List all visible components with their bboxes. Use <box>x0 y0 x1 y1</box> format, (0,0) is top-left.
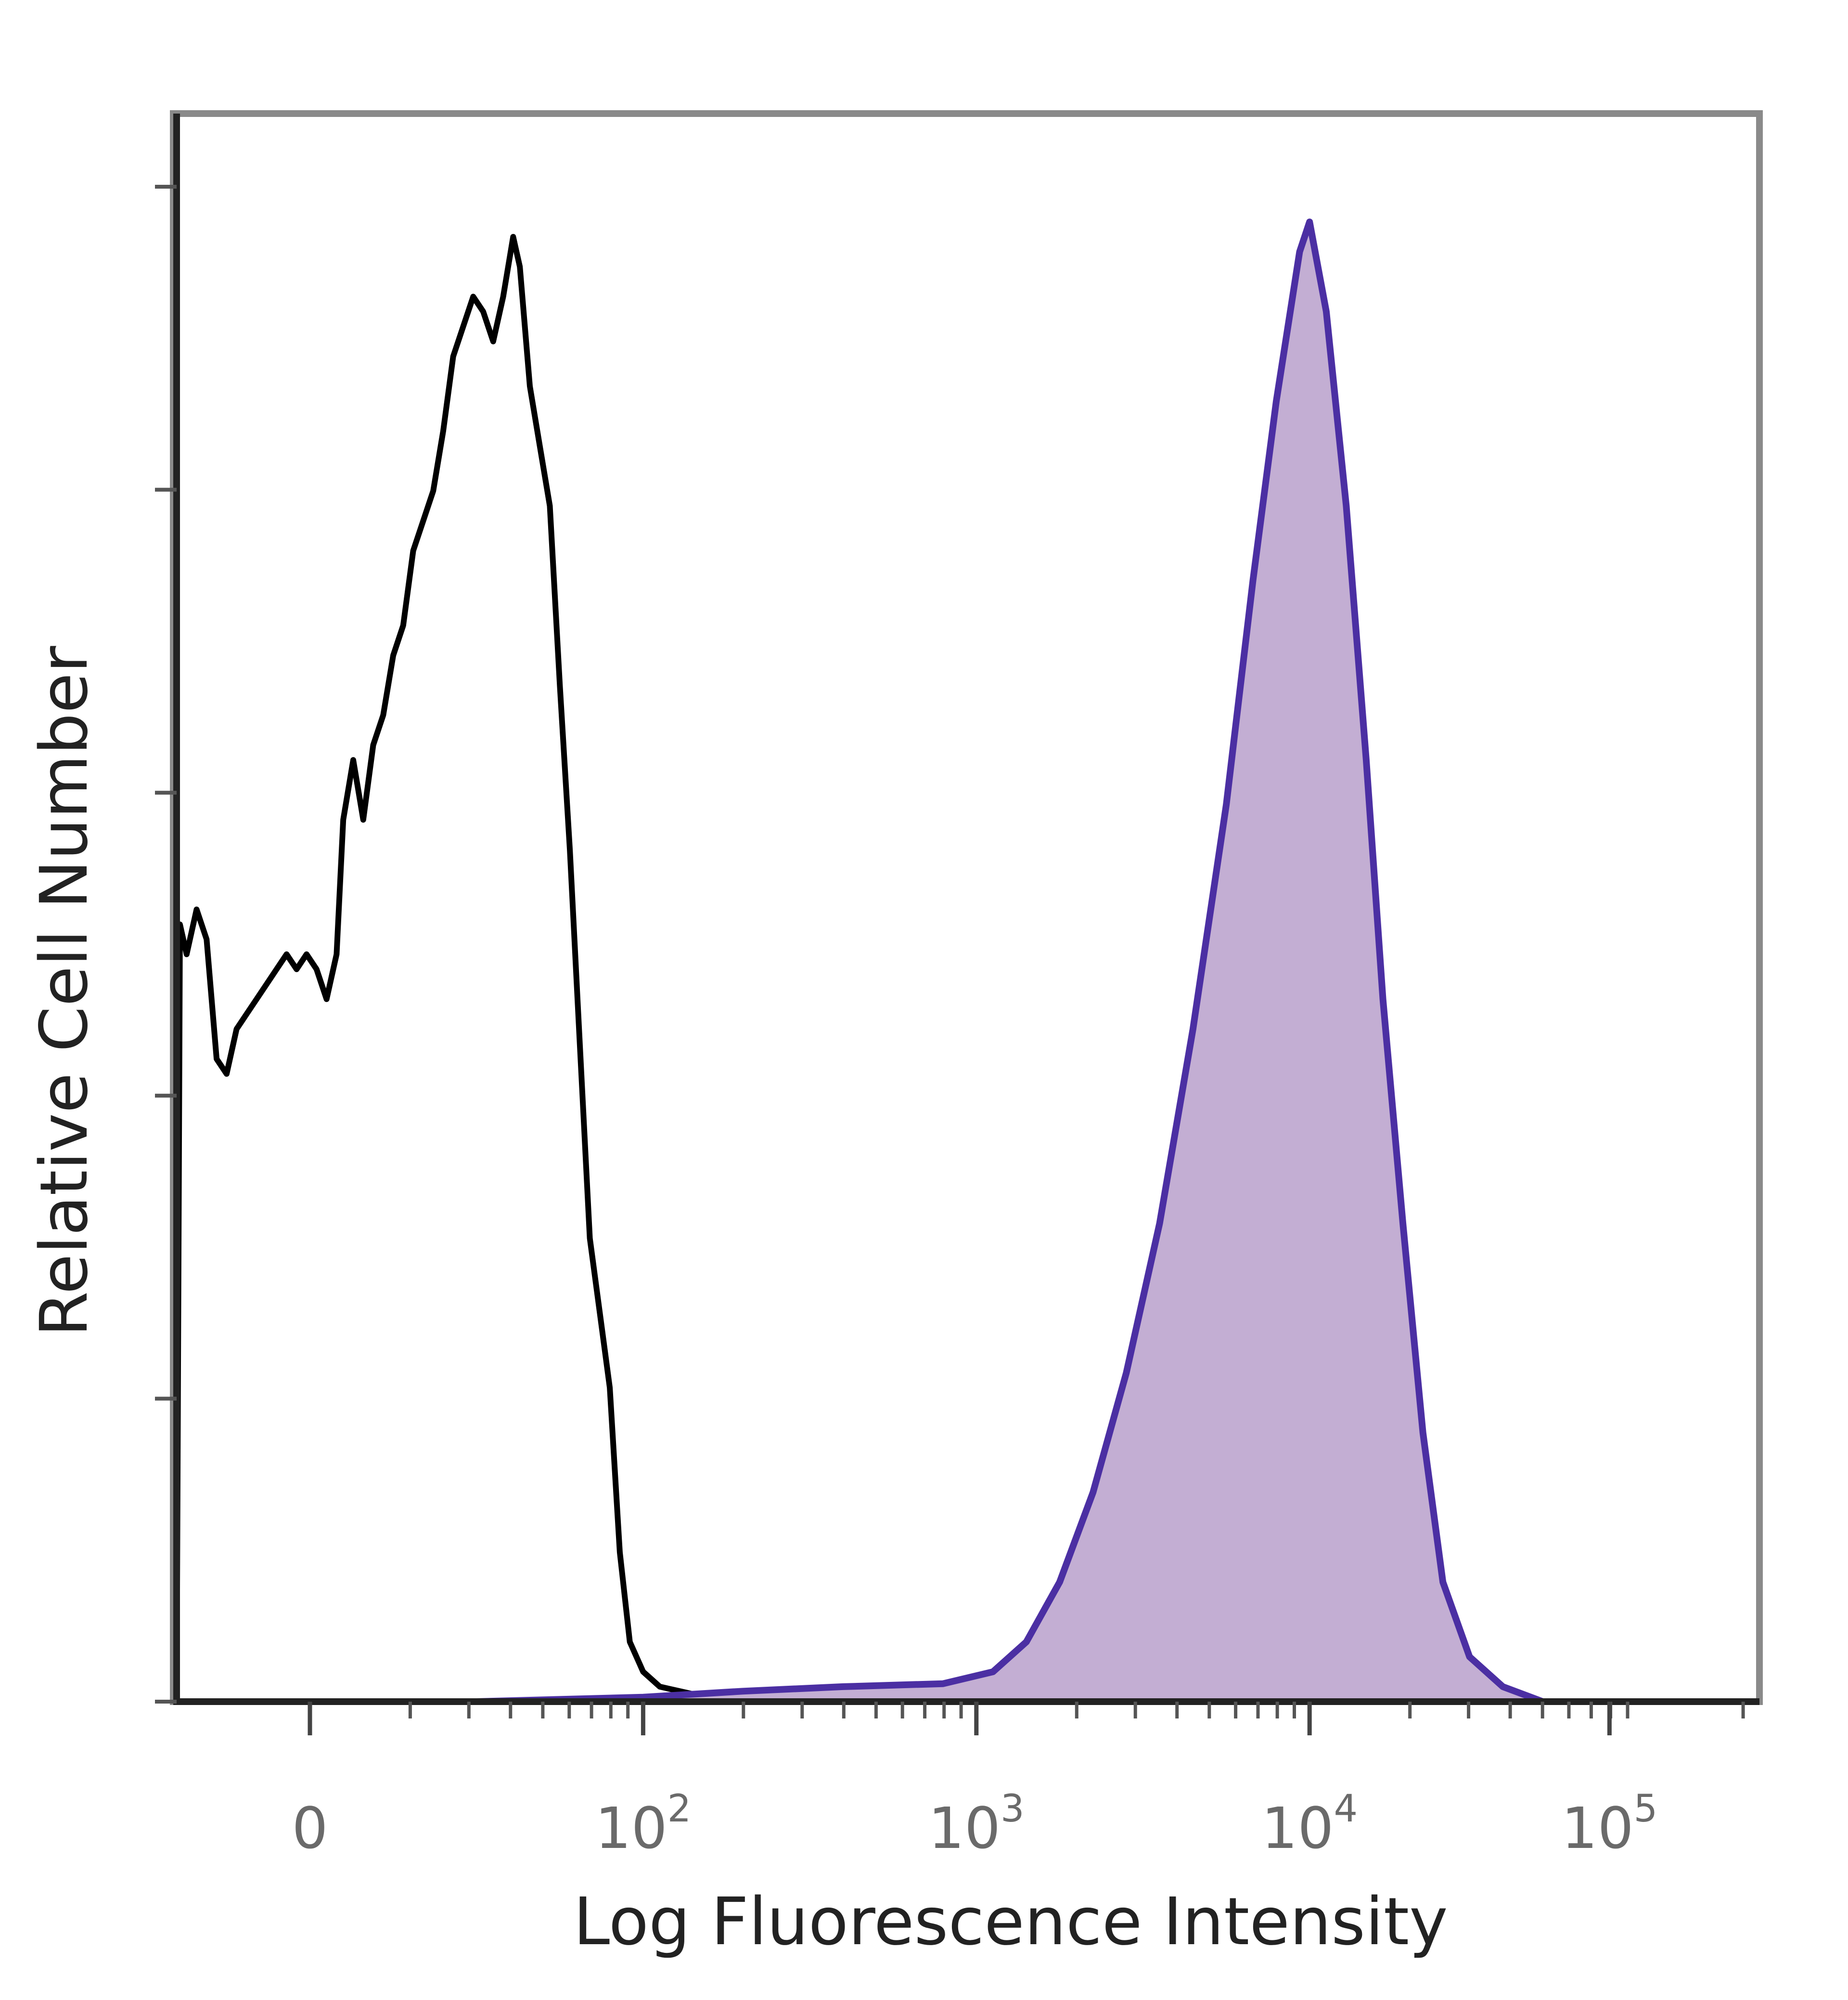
stained-histogram-fill <box>177 222 1759 1702</box>
stained-histogram-line <box>177 218 1759 1705</box>
x-tick-label: 104 <box>1261 1787 1358 1861</box>
x-tick-label: 105 <box>1562 1787 1658 1861</box>
x-tick-label: 103 <box>928 1787 1025 1861</box>
x-tick-label: 102 <box>595 1787 692 1861</box>
x-ticks <box>308 1702 1745 1735</box>
x-tick-labels: 0 102 103 104 105 <box>292 1787 1657 1861</box>
x-axis-title: Log Fluorescence Intensity <box>573 1884 1448 1960</box>
series-layer <box>174 218 1759 1705</box>
x-tick-label: 0 <box>292 1795 328 1861</box>
isotype-control-line <box>174 234 1759 1705</box>
y-ticks <box>155 185 177 1704</box>
y-axis-title: Relative Cell Number <box>26 646 103 1337</box>
